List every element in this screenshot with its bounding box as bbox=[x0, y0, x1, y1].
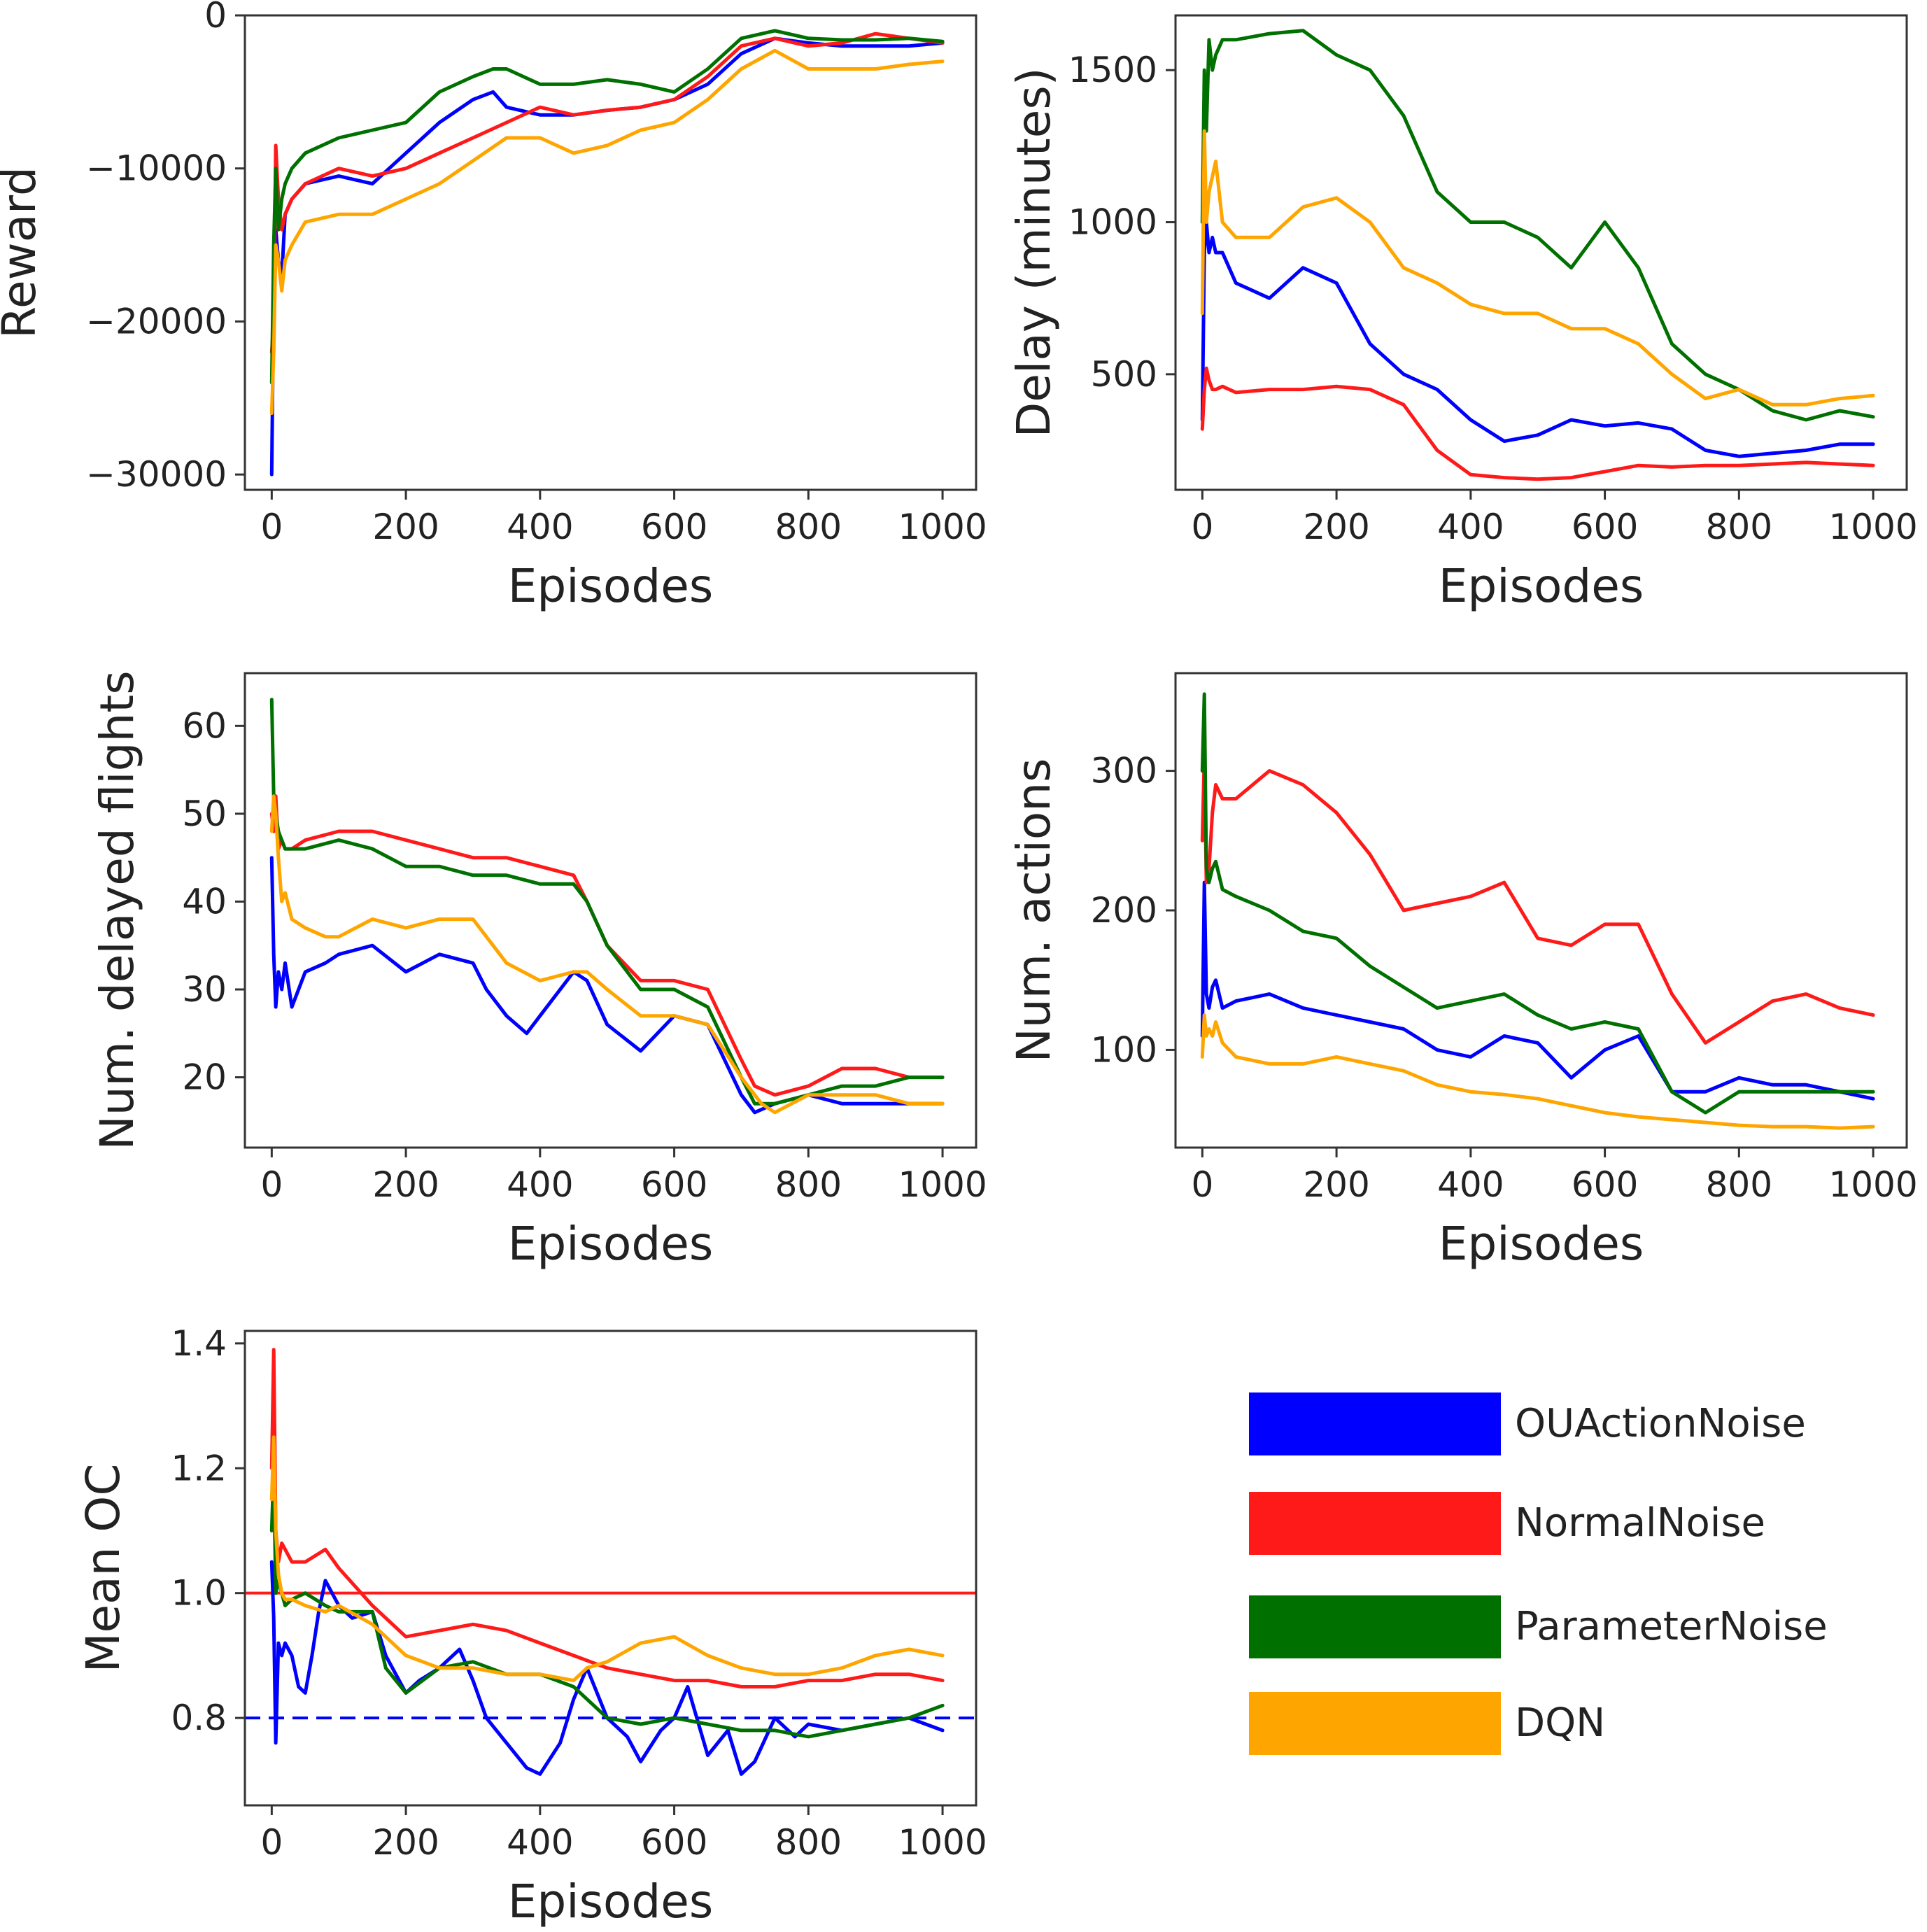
y-tick-label: 50 bbox=[182, 794, 227, 834]
x-tick-label: 1000 bbox=[1828, 1164, 1917, 1205]
series-line-normalnoise bbox=[269, 1348, 945, 1688]
y-tick-label: 500 bbox=[1091, 354, 1157, 395]
y-tick-label: 1000 bbox=[1068, 202, 1157, 243]
x-tick-label: 400 bbox=[507, 1822, 573, 1863]
series-line-dqn bbox=[269, 1435, 945, 1683]
series-line-parameternoise bbox=[269, 29, 945, 385]
x-tick-label: 200 bbox=[372, 1822, 439, 1863]
legend-label: NormalNoise bbox=[1515, 1500, 1765, 1546]
panel-mean-oc: 0 200 400 600 800 1000 0.8 1.0 1.2 1.4 Episodes Mea… bbox=[76, 1323, 987, 1929]
series-line-normalnoise bbox=[1200, 755, 1875, 1045]
y-axis-label: Mean OC bbox=[76, 1464, 130, 1673]
legend-label: DQN bbox=[1515, 1700, 1606, 1746]
legend-swatch bbox=[1249, 1692, 1501, 1755]
y-axis-label: Delay (minutes) bbox=[1007, 68, 1061, 438]
legend-swatch bbox=[1249, 1595, 1501, 1658]
plot-frame bbox=[1174, 14, 1908, 491]
x-tick-label: 600 bbox=[1572, 1164, 1638, 1205]
x-axis-label: Episodes bbox=[508, 1217, 714, 1271]
x-tick-label: 0 bbox=[260, 1822, 283, 1863]
x-tick-label: 800 bbox=[1706, 1164, 1772, 1205]
x-tick-label: 1000 bbox=[1828, 507, 1917, 547]
series-line-normalnoise bbox=[1200, 366, 1875, 481]
panel-delay: 0 200 400 600 800 1000 500 1000 1500 Episodes Dela… bbox=[1007, 14, 1918, 613]
y-tick-label: 300 bbox=[1091, 751, 1157, 791]
y-tick-label: 0.8 bbox=[171, 1698, 227, 1738]
series-line-normalnoise bbox=[269, 31, 945, 354]
x-tick-label: 0 bbox=[1191, 507, 1213, 547]
x-axis-label: Episodes bbox=[1439, 559, 1644, 613]
x-tick-label: 400 bbox=[507, 507, 573, 547]
y-tick-label: 200 bbox=[1091, 890, 1157, 931]
y-tick-label: 20 bbox=[182, 1057, 227, 1098]
x-tick-label: 800 bbox=[775, 1164, 842, 1205]
x-tick-label: 200 bbox=[1303, 507, 1369, 547]
legend-swatch bbox=[1249, 1392, 1501, 1455]
x-tick-label: 600 bbox=[641, 1822, 707, 1863]
x-axis-label: Episodes bbox=[508, 1875, 714, 1929]
legend-label: ParameterNoise bbox=[1515, 1604, 1828, 1649]
panel-delayed-flights: 0 200 400 600 800 1000 20 30 40 50 60 Episodes Num. … bbox=[90, 670, 987, 1271]
x-tick-label: 0 bbox=[1191, 1164, 1213, 1205]
x-tick-label: 400 bbox=[1437, 507, 1504, 547]
plot-frame bbox=[243, 672, 977, 1149]
series-line-ouactionnoise bbox=[1200, 220, 1875, 458]
x-tick-label: 600 bbox=[1572, 507, 1638, 547]
y-tick-label: 1.0 bbox=[171, 1573, 227, 1614]
y-tick-label: −30000 bbox=[86, 454, 227, 495]
x-tick-label: 800 bbox=[775, 507, 842, 547]
plot-frame bbox=[243, 1330, 977, 1807]
x-tick-label: 200 bbox=[372, 507, 439, 547]
x-tick-label: 400 bbox=[507, 1164, 573, 1205]
series-line-dqn bbox=[1200, 1013, 1875, 1130]
y-tick-label: 100 bbox=[1091, 1029, 1157, 1070]
y-tick-label: 1.2 bbox=[171, 1448, 227, 1488]
y-axis-label: Reward bbox=[0, 167, 46, 339]
series-line-dqn bbox=[269, 48, 945, 416]
x-tick-label: 800 bbox=[1706, 507, 1772, 547]
legend-swatch bbox=[1249, 1492, 1501, 1555]
y-tick-label: 40 bbox=[182, 881, 227, 922]
y-tick-label: 1500 bbox=[1068, 50, 1157, 90]
x-tick-label: 600 bbox=[641, 1164, 707, 1205]
x-axis-label: Episodes bbox=[1439, 1217, 1644, 1271]
y-axis-label: Num. delayed flights bbox=[90, 670, 144, 1150]
panel-reward: 0 200 400 600 800 1000 0 −10000 −20000 −30000 Epis… bbox=[0, 0, 987, 613]
x-tick-label: 400 bbox=[1437, 1164, 1504, 1205]
y-tick-label: 0 bbox=[204, 0, 227, 36]
x-tick-label: 800 bbox=[775, 1822, 842, 1863]
x-axis-label: Episodes bbox=[508, 559, 714, 613]
plot-frame bbox=[243, 14, 977, 491]
y-tick-label: −10000 bbox=[86, 148, 227, 189]
y-tick-label: −20000 bbox=[86, 301, 227, 341]
x-tick-label: 1000 bbox=[898, 507, 987, 547]
x-tick-label: 0 bbox=[260, 1164, 283, 1205]
series-line-ouactionnoise bbox=[269, 1560, 945, 1776]
x-tick-label: 200 bbox=[1303, 1164, 1369, 1205]
y-tick-label: 1.4 bbox=[171, 1323, 227, 1364]
plot-frame bbox=[1174, 672, 1908, 1149]
series-line-ouactionnoise bbox=[269, 856, 945, 1115]
series-line-parameternoise bbox=[1200, 692, 1875, 1115]
series-line-parameternoise bbox=[269, 1466, 945, 1739]
x-tick-label: 200 bbox=[372, 1164, 439, 1205]
series-line-ouactionnoise bbox=[1200, 880, 1875, 1101]
x-tick-label: 1000 bbox=[898, 1164, 987, 1205]
x-tick-label: 600 bbox=[641, 507, 707, 547]
x-tick-label: 1000 bbox=[898, 1822, 987, 1863]
y-axis-label: Num. actions bbox=[1007, 759, 1061, 1063]
legend-label: OUActionNoise bbox=[1515, 1401, 1806, 1446]
panel-num-actions: 0 200 400 600 800 1000 100 200 300 Episodes Num. a… bbox=[1007, 672, 1918, 1271]
series-line-parameternoise bbox=[269, 698, 945, 1106]
series-line-ouactionnoise bbox=[269, 36, 945, 477]
series-line-parameternoise bbox=[1200, 29, 1875, 422]
series-line-dqn bbox=[1200, 129, 1875, 407]
x-tick-label: 0 bbox=[260, 507, 283, 547]
y-tick-label: 60 bbox=[182, 705, 227, 746]
y-tick-label: 30 bbox=[182, 969, 227, 1010]
series-line-dqn bbox=[269, 794, 945, 1115]
